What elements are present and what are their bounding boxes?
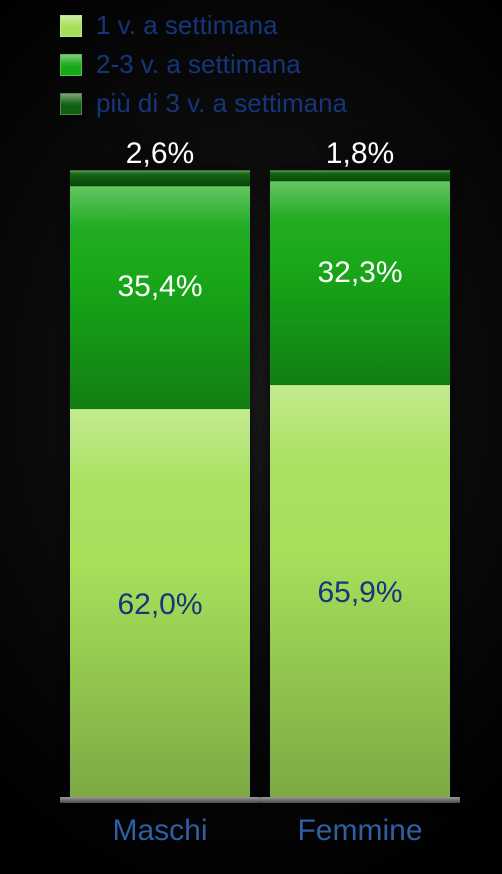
axis-baseline — [60, 797, 260, 803]
legend-item: 1 v. a settimana — [60, 10, 347, 41]
legend-label: 2-3 v. a settimana — [96, 49, 301, 80]
bar-segment: 65,9% — [270, 385, 450, 800]
value-label: 32,3% — [270, 256, 450, 290]
legend-swatch — [60, 54, 82, 76]
stacked-bar-chart: 1 v. a settimana 2-3 v. a settimana più … — [0, 0, 502, 874]
bar-segment: 2,6% — [70, 170, 250, 186]
legend-swatch — [60, 15, 82, 37]
legend-swatch — [60, 93, 82, 115]
legend-item: 2-3 v. a settimana — [60, 49, 347, 80]
axis-baseline — [260, 797, 460, 803]
value-label: 2,6% — [70, 137, 250, 171]
plot-area: 62,0% 35,4% 2,6% Maschi 65,9% 32,3% 1,8%… — [50, 170, 450, 800]
legend-item: più di 3 v. a settimana — [60, 88, 347, 119]
bar-segment: 35,4% — [70, 186, 250, 409]
bar-segment: 1,8% — [270, 170, 450, 181]
bar-femmine: 65,9% 32,3% 1,8% — [270, 170, 450, 800]
legend: 1 v. a settimana 2-3 v. a settimana più … — [60, 10, 347, 119]
bar-maschi: 62,0% 35,4% 2,6% — [70, 170, 250, 800]
value-label: 35,4% — [70, 270, 250, 304]
legend-label: 1 v. a settimana — [96, 10, 278, 41]
value-label: 1,8% — [270, 137, 450, 171]
legend-label: più di 3 v. a settimana — [96, 88, 347, 119]
value-label: 65,9% — [270, 576, 450, 610]
bar-segment: 62,0% — [70, 409, 250, 800]
x-axis-label: Maschi — [60, 814, 260, 848]
bar-segment: 32,3% — [270, 181, 450, 384]
x-axis-label: Femmine — [260, 814, 460, 848]
value-label: 62,0% — [70, 588, 250, 622]
